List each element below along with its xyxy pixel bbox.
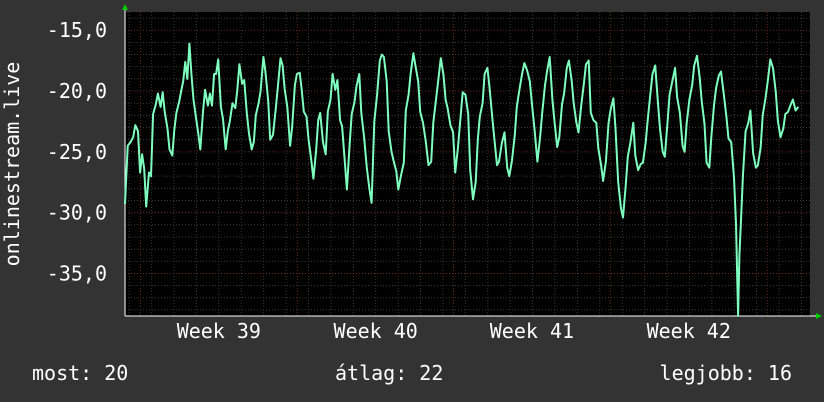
best-value-label: legjobb: 16 bbox=[659, 361, 792, 385]
y-tick-label: -30,0 bbox=[47, 201, 107, 225]
y-axis-arrow bbox=[122, 4, 128, 10]
axes bbox=[122, 4, 822, 319]
y-tick-label: -15,0 bbox=[47, 18, 107, 42]
average-value-label: átlag: 22 bbox=[335, 361, 444, 385]
grid bbox=[125, 12, 810, 316]
x-tick-label: Week 41 bbox=[490, 319, 574, 343]
y-axis-ticks: -15,0 -20,0 -25,0 -30,0 -35,0 bbox=[47, 18, 107, 285]
x-tick-label: Week 39 bbox=[177, 319, 261, 343]
x-tick-label: Week 42 bbox=[647, 319, 731, 343]
current-value-label: most: 20 bbox=[32, 361, 129, 385]
y-tick-label: -25,0 bbox=[47, 140, 107, 164]
y-axis-label: onlinestream.live bbox=[0, 62, 24, 267]
y-tick-label: -20,0 bbox=[47, 79, 107, 103]
y-tick-label: -35,0 bbox=[47, 261, 107, 285]
x-axis-arrow bbox=[816, 313, 822, 319]
x-axis-ticks: Week 39 Week 40 Week 41 Week 42 bbox=[177, 319, 731, 343]
series-group bbox=[124, 42, 800, 317]
x-tick-label: Week 40 bbox=[334, 319, 418, 343]
series-line bbox=[124, 42, 800, 317]
